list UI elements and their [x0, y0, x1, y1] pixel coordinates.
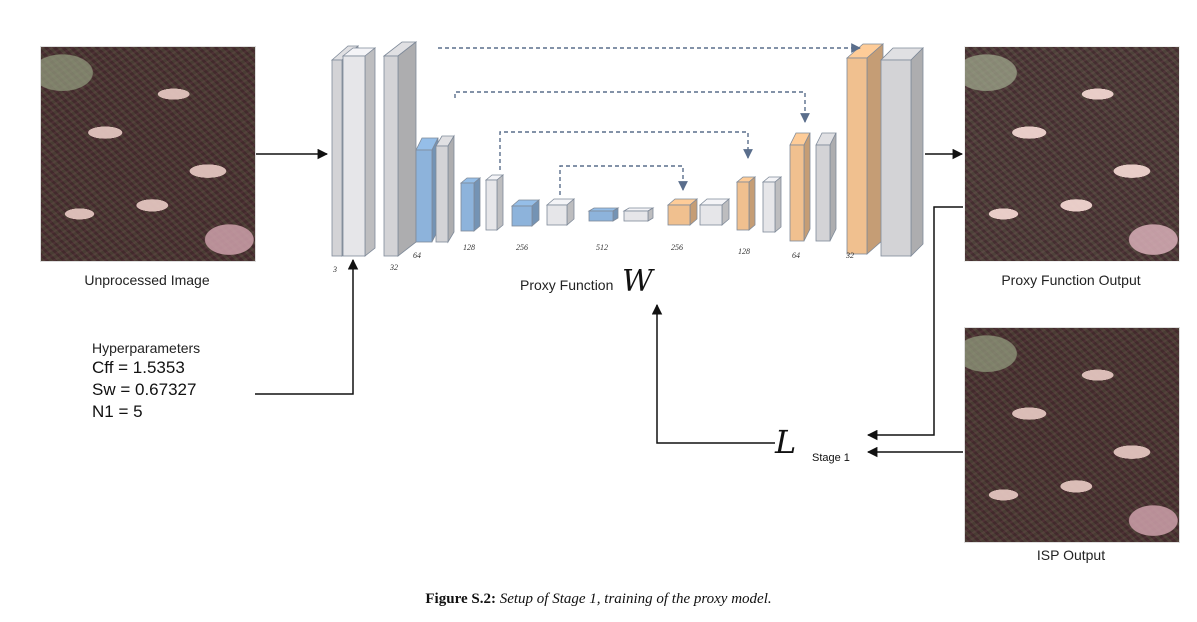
- layer-dec-256a: [666, 198, 699, 226]
- isp-output-label: ISP Output: [1036, 547, 1106, 563]
- figure-caption: Figure S.2: Setup of Stage 1, training o…: [0, 591, 1197, 608]
- isp-output-image: [964, 327, 1180, 543]
- layer-dec-128b: [761, 176, 783, 233]
- layer-enc-256b: [545, 198, 576, 226]
- layer-dec-64a: [789, 132, 811, 242]
- caption-figure-number: Figure S.2:: [425, 591, 496, 607]
- layer-bottleneck-b: [622, 207, 655, 222]
- caption-text: Setup of Stage 1, training of the proxy …: [499, 591, 772, 607]
- channel-label: 128: [738, 247, 750, 256]
- proxy-to-loss-arrow: [866, 206, 963, 441]
- loss-symbol: L: [774, 423, 796, 461]
- loss-to-network-arrow: [651, 303, 775, 444]
- layer-dec-128a: [735, 176, 757, 231]
- layer-dec-32a: [845, 43, 885, 255]
- hyperparameter-arrow: [255, 258, 359, 395]
- layer-bottleneck-a: [587, 207, 620, 222]
- channel-label: 3: [332, 265, 337, 274]
- skip-connection-64: [454, 91, 810, 123]
- layer-dec-32b: [880, 47, 924, 257]
- skip-connection-128: [499, 131, 753, 170]
- channel-labels: 3 32 64 128 256 512 256 128 64 32: [332, 243, 854, 274]
- unprocessed-image: [40, 46, 256, 262]
- channel-label: 64: [792, 251, 800, 260]
- layer-enc-128a: [459, 177, 482, 232]
- hyperparameter-n1: N1 = 5: [92, 402, 143, 421]
- channel-label: 256: [516, 243, 528, 252]
- network-symbol: W: [622, 264, 655, 299]
- proxy-output-image: [964, 46, 1180, 262]
- skip-connection-256: [559, 165, 688, 195]
- skip-connections: [438, 43, 861, 195]
- channel-label: 32: [845, 251, 854, 260]
- hyperparameters-block: Hyperparameters Cff = 1.5353 Sw = 0.6732…: [92, 340, 200, 422]
- layer-enc-64b: [435, 134, 455, 244]
- layer-enc-128b: [484, 174, 505, 231]
- hyperparameter-cff: Cff = 1.5353: [92, 358, 185, 377]
- layer-enc-32a: [341, 47, 377, 257]
- channel-label: 128: [463, 243, 475, 252]
- layer-dec-256b: [698, 198, 731, 226]
- proxy-output-label: Proxy Function Output: [1001, 272, 1141, 288]
- layer-enc-256a: [510, 199, 541, 227]
- loss-stage-label: Stage 1: [812, 452, 850, 464]
- flow-arrows: [255, 148, 964, 458]
- channel-label: 32: [389, 263, 398, 272]
- hyperparameter-sw: Sw = 0.67327: [92, 380, 197, 399]
- channel-label: 512: [596, 243, 608, 252]
- layer-enc-64a: [415, 137, 439, 243]
- network-label: Proxy Function: [520, 277, 614, 293]
- hyperparameters-title: Hyperparameters: [92, 340, 201, 356]
- channel-label: 64: [413, 251, 421, 260]
- channel-label: 256: [671, 243, 683, 252]
- layer-enc-32b: [382, 41, 418, 257]
- unprocessed-image-label: Unprocessed Image: [84, 272, 210, 288]
- network-layers: [330, 41, 924, 257]
- layer-dec-64b: [815, 132, 837, 242]
